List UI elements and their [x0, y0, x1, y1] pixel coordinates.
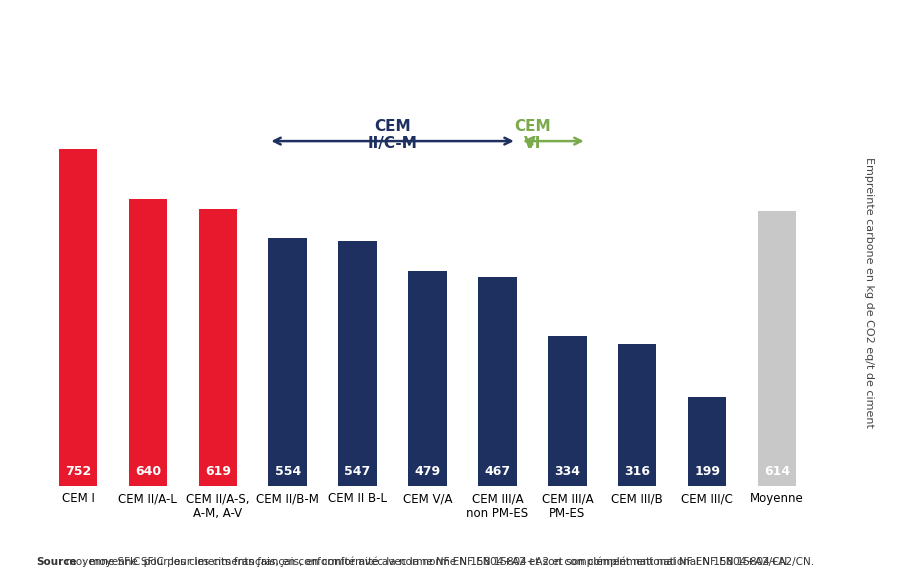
Text: CEM
II/C-M: CEM II/C-M — [367, 119, 418, 151]
Bar — [478, 277, 517, 486]
Bar — [58, 149, 97, 486]
Text: 554: 554 — [274, 466, 301, 479]
Bar — [338, 241, 377, 486]
Bar — [688, 397, 726, 486]
Text: CEM
VI: CEM VI — [514, 119, 551, 151]
Bar — [268, 238, 307, 486]
Bar — [409, 271, 446, 486]
Bar — [129, 199, 167, 486]
Text: 547: 547 — [345, 466, 371, 479]
Text: 619: 619 — [205, 466, 230, 479]
Bar — [758, 211, 796, 486]
Text: : moyenne SFIC pour les ciments français, en conformité avec la norme NF EN 1580: : moyenne SFIC pour les ciments français… — [79, 557, 814, 567]
Text: Empreinte carbone en kg de CO2 eq/t de ciment: Empreinte carbone en kg de CO2 eq/t de c… — [863, 157, 874, 428]
Bar — [199, 209, 237, 486]
Text: Source: Source — [36, 558, 76, 567]
Text: 640: 640 — [135, 466, 161, 479]
Text: : moyenne SFIC pour les ciments français, en conformité avec la norme NF EN 1580: : moyenne SFIC pour les ciments français… — [36, 557, 790, 567]
Text: 614: 614 — [764, 466, 790, 479]
Text: 467: 467 — [484, 466, 510, 479]
Text: 752: 752 — [65, 466, 91, 479]
Text: 479: 479 — [414, 466, 441, 479]
Bar — [548, 336, 587, 486]
Text: 316: 316 — [625, 466, 650, 479]
Text: 334: 334 — [554, 466, 580, 479]
Text: 199: 199 — [694, 466, 720, 479]
Bar — [618, 344, 656, 486]
